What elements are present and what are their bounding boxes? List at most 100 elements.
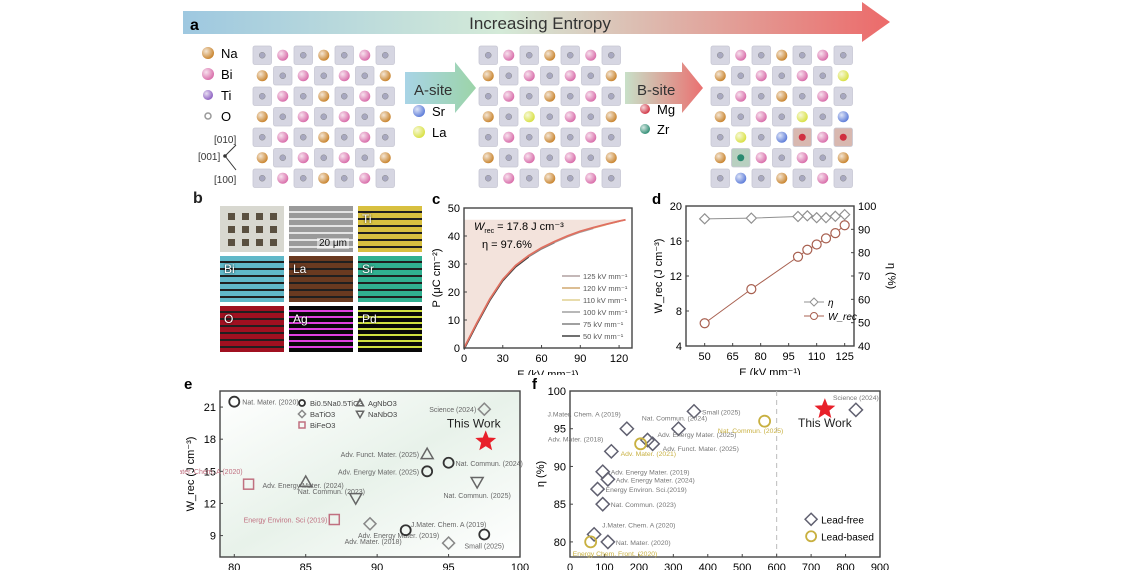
x-tick-label: 90: [574, 353, 586, 365]
electrode-pad: [256, 226, 263, 233]
legend-la: La: [432, 125, 447, 140]
reference-label: Energy Environ. Sci.(2019): [606, 487, 687, 494]
data-point-diamond: [477, 402, 492, 417]
legend-entry: 100 kV mm⁻¹: [583, 308, 628, 317]
legend-entry: 50 kV mm⁻¹: [583, 332, 624, 341]
y-tick-label: 95: [554, 424, 566, 436]
b-site-atom: [546, 154, 553, 161]
b-site-atom: [819, 154, 826, 161]
eds-map-la: La: [289, 256, 353, 302]
x-tick-label: 0: [567, 562, 573, 570]
x-tick-label: 100: [511, 562, 529, 570]
b-site-atom: [758, 175, 765, 182]
y-right-tick-label: 70: [858, 271, 870, 283]
y-tick-label: 30: [448, 259, 460, 271]
sem-image-top-view: [220, 206, 284, 252]
lead-free-point: [686, 403, 702, 420]
b-site-atom: [279, 72, 286, 79]
element-legend: Na Bi Ti O: [202, 46, 238, 124]
eta-point: [838, 208, 851, 221]
legend-entry: NaNbO3: [368, 410, 397, 419]
panel-d: d 50 65 80 95 110 125 4 8 12 16 20 40 50 60 70 80 90 100 E …: [650, 190, 900, 379]
crystal-axes: [010] [001] [100]: [198, 135, 236, 186]
legend-bi: Bi: [221, 67, 233, 82]
reference-label: Nat. Commun. (2023): [298, 489, 365, 496]
data-point-circle: [442, 456, 455, 469]
x-tick-label: 600: [767, 562, 785, 570]
b-site-atom: [587, 154, 594, 161]
legend-lead-free-icon: [804, 512, 819, 527]
reference-label: Nat. Commun. (2023): [611, 502, 676, 509]
x-tick-label: 95: [783, 351, 795, 363]
y-left-tick-label: 20: [670, 201, 682, 213]
data-point-circle: [421, 465, 434, 478]
legend-entry: 110 kV mm⁻¹: [583, 296, 627, 305]
eta-point: [792, 210, 804, 223]
data-point-triangle-down: [469, 476, 485, 490]
wrec-point: [802, 244, 813, 255]
scale-bar-label: 20 μm: [317, 238, 349, 249]
x-tick-label: 900: [871, 562, 889, 570]
entropy-arrow: [183, 2, 890, 42]
data-point-diamond: [362, 516, 378, 531]
data-point-circle: [399, 524, 412, 537]
data-point-triangle-down: [348, 492, 364, 506]
b-site-atom: [567, 93, 574, 100]
y-tick-label: 9: [210, 531, 216, 543]
eds-map-label: Sr: [362, 262, 374, 276]
reference-label: Adv. Energy Mater. (2019): [611, 470, 690, 477]
legend-entry: 75 kV mm⁻¹: [583, 320, 624, 329]
legend-marker-circle-icon: [298, 399, 306, 407]
pe-loop-main-curve: [463, 218, 626, 349]
x-tick-label: 700: [802, 562, 820, 570]
y-tick-label: 15: [204, 466, 216, 478]
b-site-atom: [485, 134, 492, 141]
y-left-tick-label: 12: [670, 271, 682, 283]
x-tick-label: 400: [699, 562, 717, 570]
panel-c-letter: c: [432, 191, 440, 208]
b-site-atom: [799, 175, 806, 182]
y-tick-label: 40: [448, 231, 460, 243]
y-left-tick-label: 8: [676, 306, 682, 318]
x-tick-label: 120: [610, 353, 628, 365]
lead-free-point: [848, 402, 864, 418]
eds-map-ti: Ti: [358, 206, 422, 252]
legend-zr: Zr: [657, 122, 670, 137]
b-site-atom: [526, 52, 533, 59]
b-site-atom: [819, 113, 826, 120]
lattice-base-structure: [252, 45, 395, 188]
energy-density-shaded-area: [464, 219, 626, 348]
panel-f-letter: f: [532, 376, 538, 393]
reference-label: Nat. Commun. (2025): [718, 428, 783, 435]
axis-100-label: [100]: [214, 175, 236, 186]
x-tick-label: 125: [835, 351, 853, 363]
y-right-tick-label: 50: [858, 318, 870, 330]
b-site-atom: [608, 52, 615, 59]
y-tick-label: 85: [554, 499, 566, 511]
eta-point: [745, 212, 758, 224]
chart-d-svg: d 50 65 80 95 110 125 4 8 12 16 20 40 50 60 70 80 90 100 E …: [652, 191, 897, 379]
b-site-atom: [737, 72, 744, 79]
electrode-pad: [270, 213, 277, 220]
data-point-circle: [228, 395, 241, 408]
lead-based-point: [634, 437, 648, 451]
electrode-pad: [228, 226, 235, 233]
eds-map-label: La: [293, 262, 307, 276]
b-site-atom: [505, 113, 512, 120]
reference-label: Science (2024): [429, 407, 476, 414]
data-point-square: [242, 478, 255, 490]
b-site-atom: [587, 72, 594, 79]
y-right-tick-label: 40: [858, 341, 870, 353]
reference-label: Small (2025): [702, 409, 741, 416]
data-point-star: [475, 430, 497, 451]
wrec-point: [811, 239, 822, 250]
y-right-tick-label: 90: [858, 224, 870, 236]
legend-entry: η: [828, 298, 834, 309]
y-right-axis-label: η (%): [885, 263, 897, 289]
eta-point: [820, 211, 832, 224]
y-right-tick-label: 80: [858, 248, 870, 260]
data-point-triangle-up: [419, 446, 435, 460]
b-site-atom: [526, 134, 533, 141]
b-site-atom: [259, 134, 266, 141]
annotation-eta: η = 97.6%: [482, 239, 532, 251]
